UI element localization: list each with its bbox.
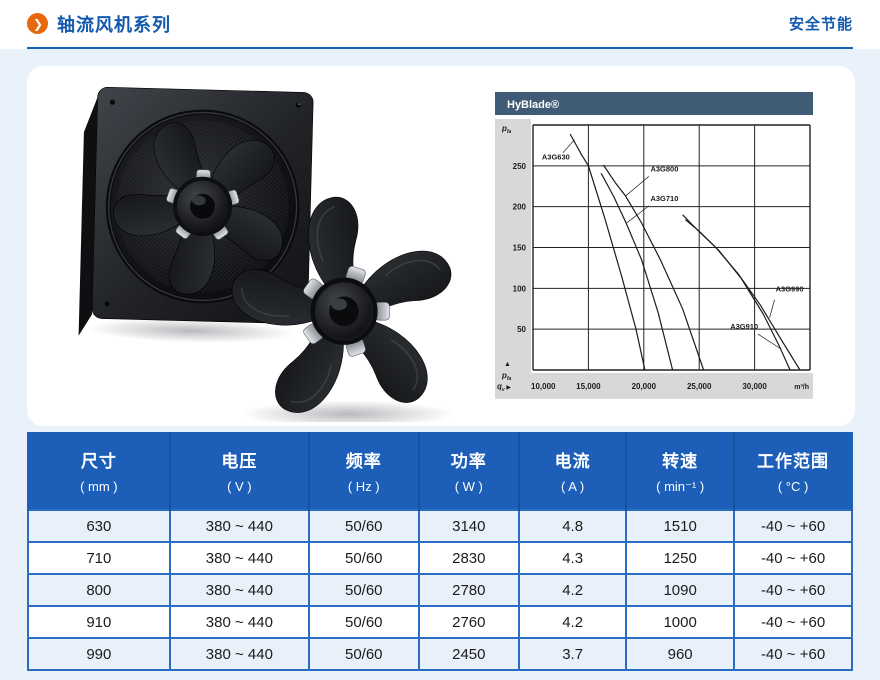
table-cell: 380 ~ 440 xyxy=(168,637,310,671)
table-cell: 50/60 xyxy=(307,541,420,575)
up-arrow-icon: ▲ xyxy=(504,361,511,368)
y-tick: 100 xyxy=(513,284,527,293)
y-axis-strip xyxy=(495,119,531,399)
table-cell: 710 xyxy=(27,541,171,575)
table-cell: 2780 xyxy=(417,573,521,607)
fan-curve-A3G710 xyxy=(600,172,674,371)
x-tick: 30,000 xyxy=(742,382,767,391)
table-cell: 2450 xyxy=(417,637,521,671)
column-header-size: 尺寸( mm ) xyxy=(27,432,171,510)
fan-impeller xyxy=(231,196,455,422)
table-cell: 380 ~ 440 xyxy=(168,541,310,575)
performance-chart: HyBlade® 250 200 150 100 50 10,000 15,000 20,000… xyxy=(495,92,813,410)
column-header-voltage: 电压( V ) xyxy=(168,432,310,510)
table-cell: 2760 xyxy=(417,605,521,639)
table-cell: 50/60 xyxy=(307,573,420,607)
curve-label: A3G910 xyxy=(730,322,758,331)
table-cell: 3.7 xyxy=(518,637,628,671)
table-cell: 800 xyxy=(27,573,171,607)
table-cell: 4.3 xyxy=(518,541,628,575)
x-tick: 15,000 xyxy=(576,382,601,391)
y-axis-symbol: pfa xyxy=(501,124,512,135)
table-cell: 1090 xyxy=(625,573,736,607)
curve-label: A3G800 xyxy=(650,165,678,174)
x-axis-unit: m³/h xyxy=(794,384,809,391)
y-tick: 150 xyxy=(513,244,527,253)
table-cell: 380 ~ 440 xyxy=(168,573,310,607)
fan-curve-A3G630 xyxy=(569,133,646,371)
x-tick: 10,000 xyxy=(531,382,556,391)
table-cell: -40 ~ +60 xyxy=(733,573,853,607)
plate-mounted-fan xyxy=(78,86,314,343)
table-cell: -40 ~ +60 xyxy=(733,605,853,639)
table-cell: 4.8 xyxy=(518,509,628,543)
x-tick: 25,000 xyxy=(687,382,712,391)
fan-curve-A3G800 xyxy=(602,164,705,371)
table-cell: 3140 xyxy=(417,509,521,543)
table-row: 630 380 ~ 440 50/60 3140 4.8 1510 -40 ~ … xyxy=(27,509,853,543)
table-cell: 1000 xyxy=(625,605,736,639)
table-cell: -40 ~ +60 xyxy=(733,637,853,671)
column-header-current: 电流( A ) xyxy=(518,432,628,510)
x-axis-symbol: qv ▶ xyxy=(497,382,511,393)
table-cell: -40 ~ +60 xyxy=(733,509,853,543)
table-cell: 4.2 xyxy=(518,605,628,639)
table-row: 990 380 ~ 440 50/60 2450 3.7 960 -40 ~ +… xyxy=(27,637,853,671)
chart-header-bar xyxy=(495,92,813,115)
y-axis-symbol: pfa xyxy=(501,371,512,382)
column-header-temp-range: 工作范围( °C ) xyxy=(733,432,853,510)
curve-label: A3G990 xyxy=(776,285,804,294)
table-cell: 990 xyxy=(27,637,171,671)
column-header-speed: 转速( min⁻¹ ) xyxy=(625,432,736,510)
page-header: ❯ 轴流风机系列 安全节能 xyxy=(0,0,880,49)
curve-label: A3G630 xyxy=(542,152,570,161)
section-bullet-icon: ❯ xyxy=(27,13,48,34)
table-row: 710 380 ~ 440 50/60 2830 4.3 1250 -40 ~ … xyxy=(27,541,853,575)
y-tick: 250 xyxy=(513,162,527,171)
table-row: 910 380 ~ 440 50/60 2760 4.2 1000 -40 ~ … xyxy=(27,605,853,639)
x-axis-strip xyxy=(495,373,813,399)
table-header-row: 尺寸( mm ) 电压( V ) 频率( Hz ) 功率( W ) 电流( A … xyxy=(27,432,853,510)
table-cell: 630 xyxy=(27,509,171,543)
fan-curve-A3G990 xyxy=(682,214,801,371)
table-cell: 4.2 xyxy=(518,573,628,607)
table-cell: 50/60 xyxy=(307,637,420,671)
spec-table: 尺寸( mm ) 电压( V ) 频率( Hz ) 功率( W ) 电流( A … xyxy=(27,432,853,671)
header-tagline: 安全节能 xyxy=(788,16,853,33)
page-header-inner: ❯ 轴流风机系列 安全节能 xyxy=(27,0,853,49)
table-cell: 1510 xyxy=(625,509,736,543)
product-card: HyBlade® 250 200 150 100 50 10,000 15,000 20,000… xyxy=(27,66,855,426)
column-header-power: 功率( W ) xyxy=(417,432,521,510)
page-title: 轴流风机系列 xyxy=(57,14,171,35)
table-cell: 1250 xyxy=(625,541,736,575)
table-cell: 50/60 xyxy=(307,509,420,543)
product-photo-axial-fans xyxy=(78,86,455,422)
table-cell: 380 ~ 440 xyxy=(168,605,310,639)
column-header-frequency: 频率( Hz ) xyxy=(307,432,420,510)
x-tick: 20,000 xyxy=(632,382,657,391)
table-row: 800 380 ~ 440 50/60 2780 4.2 1090 -40 ~ … xyxy=(27,573,853,607)
curve-label: A3G710 xyxy=(650,194,678,203)
table-cell: -40 ~ +60 xyxy=(733,541,853,575)
table-cell: 960 xyxy=(625,637,736,671)
table-cell: 50/60 xyxy=(307,605,420,639)
y-tick: 50 xyxy=(517,325,526,334)
y-tick: 200 xyxy=(513,203,527,212)
table-cell: 380 ~ 440 xyxy=(168,509,310,543)
table-cell: 2830 xyxy=(417,541,521,575)
table-cell: 910 xyxy=(27,605,171,639)
chart-title: HyBlade® xyxy=(507,99,559,111)
performance-chart-svg: HyBlade® 250 200 150 100 50 10,000 15,000 20,000… xyxy=(495,92,813,399)
